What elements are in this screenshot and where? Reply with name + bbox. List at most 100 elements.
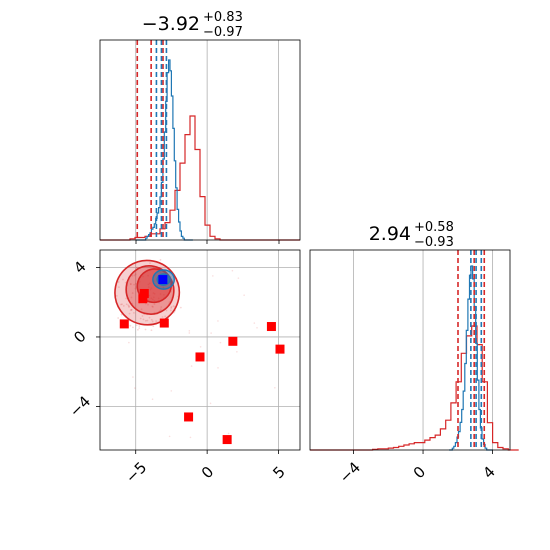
red-square-marker xyxy=(119,319,129,329)
red-square-marker xyxy=(266,322,276,332)
sample-point xyxy=(117,317,120,319)
sample-point xyxy=(136,266,138,269)
sample-point xyxy=(274,386,276,389)
sample-point xyxy=(140,308,143,311)
red-square-marker xyxy=(139,288,149,298)
sample-point xyxy=(170,306,173,308)
sample-point xyxy=(133,283,136,286)
sample-point xyxy=(133,274,136,277)
panel-top-left-histogram: −3.92 +0.83 −0.97 xyxy=(99,10,301,244)
bottom-left-markers xyxy=(119,275,285,445)
sample-point xyxy=(227,432,230,435)
xtick-label: −4 xyxy=(336,458,364,486)
bottom-right-title-plus: +0.58 xyxy=(414,220,454,235)
histogram-series-line xyxy=(135,59,193,241)
sample-point xyxy=(132,376,134,378)
ytick-label: −4 xyxy=(66,392,94,420)
sample-point xyxy=(164,315,167,318)
xtick-label: 4 xyxy=(479,463,498,482)
sample-point xyxy=(217,367,219,369)
sample-point xyxy=(150,329,153,332)
xtick-label: 0 xyxy=(410,463,429,482)
blue-square-marker xyxy=(158,275,168,285)
sample-point xyxy=(219,341,222,344)
sample-point xyxy=(151,320,154,323)
sample-point xyxy=(129,283,132,286)
sample-point xyxy=(168,435,171,438)
top-left-grid xyxy=(135,40,279,240)
sample-point xyxy=(129,324,132,327)
ytick-label: 0 xyxy=(70,327,89,346)
sample-point xyxy=(130,308,133,311)
red-square-marker xyxy=(222,435,232,445)
sample-point xyxy=(133,311,135,314)
sample-point xyxy=(217,320,219,322)
sample-point xyxy=(172,305,175,307)
sample-point xyxy=(210,332,212,334)
sample-point xyxy=(135,282,137,285)
panel-bottom-left-scatter: −5 0 5 4 0 −4 xyxy=(66,249,301,487)
sample-point xyxy=(117,281,120,283)
sample-point xyxy=(170,307,173,309)
sample-point xyxy=(243,294,245,296)
sample-point xyxy=(256,326,258,329)
histogram-series-line xyxy=(100,115,300,241)
sample-point xyxy=(125,297,127,300)
sample-point xyxy=(188,332,191,334)
sample-point xyxy=(151,398,154,401)
sample-point xyxy=(150,318,153,321)
panel-bottom-right-histogram: −4 0 4 2.94 +0.58 −0.93 xyxy=(309,220,519,487)
sample-point xyxy=(128,341,130,344)
histogram-series-line xyxy=(310,325,519,451)
top-left-title-value: −3.92 xyxy=(142,13,200,35)
sample-point xyxy=(125,303,128,306)
sample-point xyxy=(122,305,125,307)
sample-point xyxy=(188,330,191,332)
sample-point xyxy=(170,390,173,392)
bottom-left-axes-frame xyxy=(99,249,301,451)
sample-point xyxy=(138,325,141,328)
bottom-right-histogram-series xyxy=(310,265,519,451)
sample-point xyxy=(141,315,144,317)
sample-point xyxy=(127,304,130,307)
sample-point xyxy=(253,322,256,324)
sample-point xyxy=(152,306,154,308)
sample-point xyxy=(129,309,132,312)
bottom-right-title-value: 2.94 xyxy=(369,223,411,245)
sample-point xyxy=(161,316,164,318)
xtick-label: 5 xyxy=(269,463,288,482)
red-square-marker xyxy=(138,294,148,304)
sample-point xyxy=(128,305,130,308)
sample-point xyxy=(117,286,120,289)
sample-point xyxy=(134,387,136,389)
sample-point xyxy=(209,402,212,405)
sample-point xyxy=(122,278,124,281)
sample-point xyxy=(148,316,151,319)
sample-point xyxy=(155,320,158,323)
sample-point xyxy=(237,277,240,279)
sample-point xyxy=(121,303,123,306)
red-square-marker xyxy=(159,318,169,328)
sample-point xyxy=(139,317,142,320)
top-left-axes-frame xyxy=(99,39,301,241)
red-square-marker xyxy=(195,352,205,362)
sample-point xyxy=(159,259,162,261)
sample-point xyxy=(147,303,149,306)
bottom-right-axes-frame xyxy=(309,249,511,451)
ytick-label: 4 xyxy=(70,258,89,277)
red-square-marker xyxy=(228,336,238,346)
sample-point xyxy=(236,350,238,353)
sample-point xyxy=(128,306,130,308)
bottom-right-quantile-lines xyxy=(457,250,486,450)
sample-point xyxy=(199,345,202,348)
xtick-label: −5 xyxy=(122,458,150,486)
top-left-xtick-marks xyxy=(135,240,280,244)
sample-point xyxy=(153,303,156,305)
bottom-right-ticks: −4 0 4 xyxy=(336,450,499,487)
red-square-marker xyxy=(275,344,285,354)
sample-point xyxy=(149,262,151,265)
sample-point xyxy=(165,309,168,312)
sample-point xyxy=(120,303,122,306)
sample-point xyxy=(179,306,182,309)
